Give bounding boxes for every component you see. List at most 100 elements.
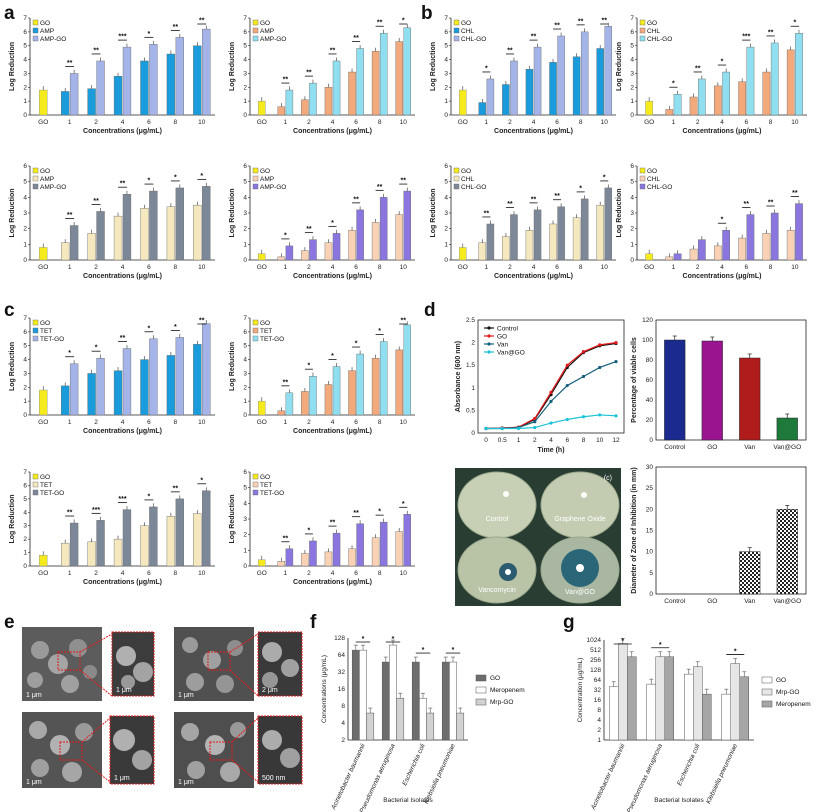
bar-amp-go — [379, 33, 388, 116]
bar-tet-go — [96, 357, 105, 416]
y-tick-label: 4 — [23, 57, 27, 64]
bar-meropenem — [627, 656, 637, 741]
x-tick-label: 2 — [307, 419, 311, 426]
y-tick-label: 0 — [444, 257, 448, 264]
x-tick-label: 6 — [354, 264, 358, 271]
x-tick-label: GO — [38, 119, 48, 126]
bar-chl-go — [557, 35, 565, 116]
legend-label: GO — [40, 168, 50, 175]
bar-chl-go — [698, 239, 706, 261]
bar-tet-go — [309, 540, 317, 567]
y-tick-label: 0 — [23, 257, 27, 264]
data-point — [533, 416, 537, 421]
legend-label: CHL-GO — [647, 184, 672, 191]
x-axis-title: Concentrations (μg/mL) — [83, 579, 162, 586]
y-axis-title: Absorbance (600 nm) — [455, 341, 462, 412]
y-tick-label: 6 — [243, 329, 247, 336]
legend-swatch — [252, 19, 259, 26]
bar-control — [459, 247, 467, 261]
y-tick-label: 2 — [444, 226, 448, 233]
bar-tet-go — [332, 532, 341, 567]
significance-marker: ** — [120, 335, 126, 342]
significance-marker: ** — [400, 178, 406, 185]
x-tick-label: 4 — [331, 570, 335, 577]
legend-swatch — [32, 473, 39, 480]
chart-c1: 0 1 2 3 4 5 6 7 GO 1 * 2 * 4 ** 6 * 8 * 10 ** Concentrations … — [9, 315, 215, 435]
y-tick-label: 7 — [23, 315, 27, 322]
y-tick-label: 15 — [646, 528, 654, 535]
y-tick-label: 3 — [243, 370, 247, 377]
significance-marker: ** — [400, 318, 406, 325]
bar-mrp-go — [730, 663, 740, 741]
bar-chl-go — [533, 209, 542, 261]
significance-marker: * — [174, 174, 177, 181]
legend-swatch — [252, 319, 259, 326]
bar-amp — [61, 242, 70, 261]
bar-meropenem — [664, 656, 674, 741]
legend-label: GO — [260, 20, 270, 27]
y-tick-label: 4 — [444, 194, 448, 201]
y-tick-label: 7 — [243, 315, 247, 322]
bar-amp — [87, 88, 96, 116]
x-tick-label: 1 — [68, 570, 72, 577]
x-tick-label: 6 — [565, 437, 569, 444]
data-point — [581, 415, 586, 419]
x-tick-label: Klebsiella pneumoniae — [423, 743, 457, 806]
legend-swatch — [252, 175, 259, 182]
x-tick-label: 2 — [508, 264, 512, 271]
legend-swatch — [32, 175, 39, 182]
bar-go — [351, 649, 360, 741]
disc-label-control: Control — [486, 516, 509, 523]
bar-chl-go — [746, 214, 755, 261]
y-axis-title: Log Reduction — [9, 495, 16, 544]
legend-swatch — [761, 700, 773, 708]
y-tick-label: 0 — [630, 112, 634, 119]
y-tick-label: 5 — [243, 343, 247, 350]
y-tick-label: 2 — [243, 226, 247, 233]
x-tick-label: 10 — [400, 419, 408, 426]
legend-label: GO — [461, 20, 471, 27]
y-tick-label: 2 — [243, 532, 247, 539]
bar-chl — [549, 62, 557, 116]
bar — [739, 357, 761, 441]
x-axis-title: Concentrations (μg/mL) — [83, 128, 162, 135]
bar-amp-go — [356, 48, 364, 116]
x-tick-label: GO — [38, 419, 48, 426]
bar-tet — [140, 525, 149, 567]
significance-marker: * — [734, 649, 737, 656]
sem-scale-4: 2 μm — [262, 687, 278, 694]
x-tick-label: 1 — [672, 264, 676, 271]
bar-tet — [166, 355, 176, 416]
bar-chl — [689, 96, 698, 116]
data-point — [614, 359, 618, 364]
sem-bottom-right-zoom: 500 nm — [257, 715, 303, 785]
significance-marker: ** — [283, 77, 289, 84]
x-tick-label: GO — [707, 444, 717, 451]
y-tick-label: 5 — [23, 496, 27, 503]
bar-chl-go — [795, 33, 803, 116]
bar-go — [381, 661, 390, 741]
bar-tet-go — [332, 366, 341, 416]
y-tick-label: 20 — [646, 506, 654, 513]
y-tick-label: 3 — [243, 516, 247, 523]
bar — [739, 551, 761, 595]
legend-swatch — [761, 676, 773, 684]
bar-amp — [140, 208, 149, 261]
bar-amp — [395, 214, 403, 261]
bar-go — [609, 686, 619, 741]
y-tick-label: 1 — [243, 241, 247, 248]
bar-meropenem — [389, 644, 397, 741]
bar-amp-go — [403, 190, 411, 261]
data-point — [614, 414, 618, 418]
y-tick-label: 2 — [444, 84, 448, 91]
bar-chl — [689, 248, 698, 261]
sem-scale-1: 1 μm — [26, 692, 42, 699]
x-tick-label: 4 — [532, 119, 536, 126]
x-tick-label: GO — [257, 419, 267, 426]
x-tick-label: 4 — [532, 264, 536, 271]
y-tick-label: 5 — [630, 43, 634, 50]
legend-swatch — [639, 19, 646, 26]
legend-swatch — [453, 183, 460, 190]
y-tick-label: 2 — [23, 384, 27, 391]
